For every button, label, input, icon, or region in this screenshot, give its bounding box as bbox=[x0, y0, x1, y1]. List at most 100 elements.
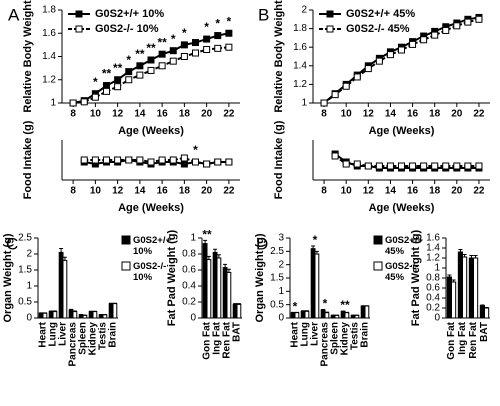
error-bar bbox=[311, 245, 316, 249]
panel-label: D bbox=[256, 234, 268, 253]
error-bar bbox=[321, 308, 326, 310]
error-bar bbox=[59, 248, 64, 253]
y-tick-label: 0.5 bbox=[270, 299, 284, 310]
y-tick-label: 0 bbox=[190, 313, 196, 324]
y-tick-label: 1 bbox=[190, 233, 196, 244]
x-tick-label: Heart bbox=[290, 321, 301, 347]
marker bbox=[398, 46, 405, 54]
x-tick-label: 10 bbox=[90, 109, 102, 120]
legend-label: G0S2+/+ 10% bbox=[133, 235, 174, 257]
x-tick-label: 22 bbox=[223, 109, 235, 120]
legend-swatch bbox=[121, 261, 131, 271]
marker bbox=[214, 44, 222, 52]
bar bbox=[216, 257, 222, 319]
significance: * bbox=[293, 300, 298, 314]
x-tick-label: 14 bbox=[385, 109, 397, 120]
bar bbox=[58, 251, 64, 319]
y-tick-label: 0.6 bbox=[182, 265, 196, 276]
marker bbox=[169, 47, 177, 55]
y-tick-label: 0.4 bbox=[426, 293, 440, 304]
bar bbox=[72, 311, 78, 319]
x-tick-label: 22 bbox=[473, 109, 485, 120]
marker bbox=[125, 76, 133, 84]
y-tick-label: 1.4 bbox=[426, 243, 440, 254]
marker bbox=[147, 66, 155, 74]
x-tick-label: Ren Fat bbox=[468, 321, 479, 358]
bar bbox=[334, 314, 340, 319]
marker bbox=[180, 41, 188, 49]
bar bbox=[468, 257, 475, 319]
y-tick-label: 1.2 bbox=[293, 79, 307, 90]
y-tick-label: 2 bbox=[26, 249, 32, 260]
legend-marker bbox=[326, 25, 334, 33]
bar bbox=[68, 309, 74, 319]
marker bbox=[80, 98, 88, 106]
x-tick-label: 8 bbox=[321, 186, 327, 197]
x-tick-label: Testis bbox=[350, 322, 361, 351]
marker bbox=[453, 162, 461, 170]
marker bbox=[214, 158, 222, 166]
bar bbox=[446, 276, 453, 319]
significance: * bbox=[126, 53, 131, 67]
y-tick-label: 0.2 bbox=[426, 303, 440, 314]
marker bbox=[180, 154, 188, 162]
significance: ** bbox=[202, 228, 212, 242]
y-axis-title: Fat Pad Weight (g) bbox=[410, 229, 422, 326]
x-tick-label: Testis bbox=[98, 322, 109, 351]
bar bbox=[354, 314, 360, 319]
marker bbox=[331, 91, 339, 99]
y-axis-title: Organ Weight (g) bbox=[254, 233, 266, 322]
x-axis-title: Age (Weeks) bbox=[118, 202, 184, 214]
y-tick-label: 1.4 bbox=[293, 60, 307, 71]
bar bbox=[314, 253, 320, 319]
legend-label: G0S2-/- 10% bbox=[133, 261, 169, 283]
x-tick-label: 8 bbox=[321, 109, 327, 120]
x-tick-label: 10 bbox=[341, 109, 353, 120]
legend-label: G0S2-/- 45% bbox=[346, 23, 410, 35]
marker bbox=[386, 162, 394, 170]
x-tick-label: 16 bbox=[157, 109, 169, 120]
error-bar bbox=[473, 255, 478, 258]
error-bar bbox=[301, 310, 306, 312]
bar bbox=[310, 248, 316, 319]
x-tick-label: 8 bbox=[70, 109, 76, 120]
x-tick-label: 12 bbox=[363, 109, 375, 120]
legend-label: G0S2+/+ 10% bbox=[95, 8, 164, 20]
error-bar bbox=[72, 310, 77, 312]
significance: ** bbox=[102, 67, 112, 81]
error-bar bbox=[458, 249, 463, 252]
marker bbox=[409, 40, 417, 48]
y-tick-label: 1 bbox=[26, 281, 32, 292]
bar bbox=[48, 311, 54, 319]
error-bar bbox=[447, 274, 452, 277]
marker bbox=[169, 57, 177, 65]
marker bbox=[225, 158, 233, 166]
x-tick-label: 12 bbox=[363, 186, 375, 197]
bar bbox=[340, 310, 346, 319]
significance: * bbox=[93, 75, 98, 89]
x-tick-label: Lung bbox=[300, 322, 311, 346]
marker bbox=[103, 87, 110, 95]
marker bbox=[331, 152, 339, 160]
marker bbox=[431, 31, 439, 39]
x-tick-label: Spleen bbox=[330, 322, 341, 355]
error-bar bbox=[462, 254, 467, 257]
bar bbox=[212, 251, 218, 319]
legend-marker bbox=[326, 10, 334, 18]
significance: * bbox=[215, 17, 220, 31]
bar bbox=[300, 310, 306, 319]
panel-label: B bbox=[258, 5, 269, 24]
significance: ** bbox=[340, 298, 350, 312]
error-bar bbox=[62, 256, 67, 261]
marker bbox=[192, 49, 199, 57]
marker bbox=[80, 156, 88, 164]
x-tick-label: 20 bbox=[201, 186, 213, 197]
legend-swatch bbox=[373, 261, 383, 271]
marker bbox=[386, 51, 394, 59]
bar bbox=[360, 305, 366, 319]
x-tick-label: 16 bbox=[407, 109, 419, 120]
y-tick-label: 3 bbox=[278, 233, 284, 244]
marker bbox=[180, 53, 188, 60]
y-tick-label: 1.2 bbox=[42, 74, 56, 85]
legend-marker bbox=[75, 25, 83, 33]
